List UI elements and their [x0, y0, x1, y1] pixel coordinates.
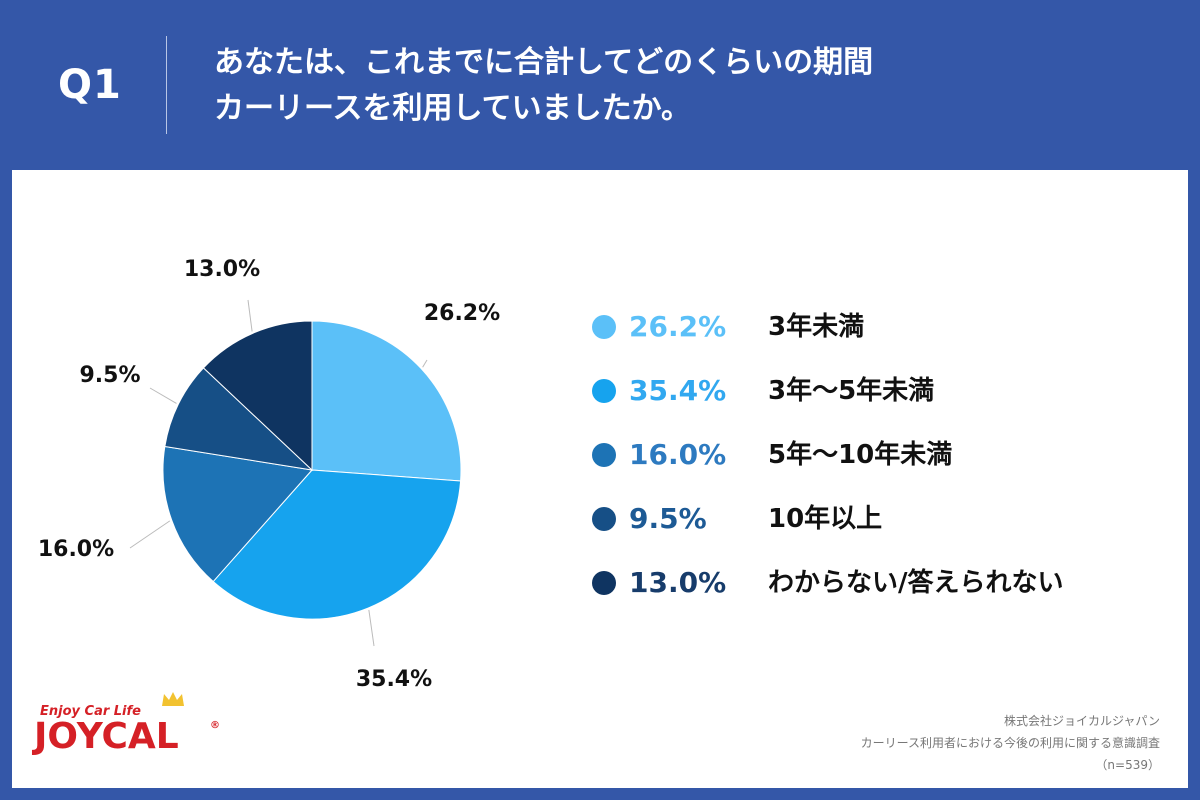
legend-label: 3年～5年未満: [768, 376, 935, 406]
chart-panel: 26.2% 35.4% 16.0% 9.5% 13.0% 26.2% 3年未満 35.4…: [12, 170, 1188, 788]
data-label: 13.0%: [184, 257, 260, 282]
logo-wordmark: JOYCAL: [34, 716, 179, 757]
legend-swatch-2: [592, 443, 616, 467]
pie-slice: [164, 367, 314, 471]
legend-percent: 13.0%: [629, 566, 727, 599]
legend-item: 35.4% 3年～5年未満: [592, 372, 1152, 436]
source-credit: 株式会社ジョイカルジャパン カーリース利用者における今後の利用に関する意識調査 …: [740, 710, 1160, 776]
legend-percent: 26.2%: [629, 310, 727, 343]
credit-company: 株式会社ジョイカルジャパン: [1003, 714, 1160, 728]
pie-slice: [212, 469, 462, 620]
pie-slice: [202, 320, 313, 472]
leader-line: [149, 387, 177, 404]
legend-swatch-0: [592, 315, 616, 339]
logo-tagline: Enjoy Car Life: [40, 704, 141, 719]
crown-icon: [162, 692, 184, 706]
leader-line: [129, 520, 171, 549]
question-line-2: カーリースを利用していましたか。: [214, 91, 691, 126]
joycal-logo: Enjoy Car Life JOYCAL ®: [32, 690, 232, 760]
legend-label: 5年～10年未満: [768, 440, 953, 470]
chart-legend: 26.2% 3年未満 35.4% 3年～5年未満 16.0% 5年～10年未満 …: [592, 308, 1152, 628]
legend-label: わからない/答えられない: [768, 568, 1064, 598]
legend-item: 13.0% わからない/答えられない: [592, 564, 1152, 628]
legend-item: 9.5% 10年以上: [592, 500, 1152, 564]
question-number: Q1: [58, 62, 122, 108]
registered-mark: ®: [210, 720, 220, 731]
data-label: 26.2%: [424, 301, 500, 326]
question-line-1: あなたは、これまでに合計してどのくらいの期間: [214, 45, 874, 80]
pie-chart: 26.2% 35.4% 16.0% 9.5% 13.0%: [38, 257, 500, 692]
legend-swatch-3: [592, 507, 616, 531]
header-divider: [166, 36, 167, 134]
leader-line: [422, 359, 428, 368]
legend-percent: 16.0%: [629, 438, 727, 471]
legend-swatch-4: [592, 571, 616, 595]
legend-item: 16.0% 5年～10年未満: [592, 436, 1152, 500]
question-text: あなたは、これまでに合計してどのくらいの期間 カーリースを利用していましたか。: [214, 40, 1114, 132]
legend-percent: 35.4%: [629, 374, 727, 407]
data-label: 9.5%: [79, 363, 140, 388]
leader-line: [247, 299, 253, 332]
pie-slice: [162, 445, 313, 583]
legend-label: 3年未満: [768, 312, 865, 342]
credit-sample: （n=539）: [1095, 758, 1160, 772]
pie-slice: [311, 320, 462, 482]
question-header: Q1 あなたは、これまでに合計してどのくらいの期間 カーリースを利用していました…: [0, 0, 1200, 170]
legend-swatch-1: [592, 379, 616, 403]
credit-survey: カーリース利用者における今後の利用に関する意識調査: [860, 736, 1160, 750]
leader-line: [368, 609, 375, 647]
legend-label: 10年以上: [768, 504, 883, 534]
legend-percent: 9.5%: [629, 502, 707, 535]
data-label: 35.4%: [356, 667, 432, 692]
legend-item: 26.2% 3年未満: [592, 308, 1152, 372]
data-label: 16.0%: [38, 537, 114, 562]
